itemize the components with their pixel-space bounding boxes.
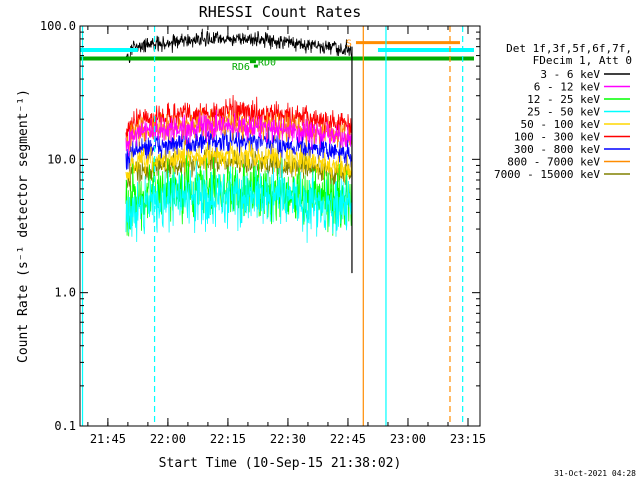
x-tick-label: 22:00 [150,432,186,446]
y-tick-label: 0.1 [54,419,76,433]
legend-label-3: 25 - 50 keV [527,106,600,119]
legend-label-1: 6 - 12 keV [534,81,601,94]
legend-label-5: 100 - 300 keV [514,131,600,144]
x-tick-label: 22:45 [330,432,366,446]
series-line-4 [125,139,353,183]
y-tick-label: 100.0 [40,19,76,33]
legend-label-2: 12 - 25 keV [527,93,600,106]
y-axis-label: Count Rate (s⁻¹ detector segment⁻¹) [16,89,31,363]
flag-label-1: RD6 [232,62,250,73]
series-line-1 [125,109,353,157]
x-tick-label: 23:15 [450,432,486,446]
x-tick-label: 21:45 [90,432,126,446]
series-line-3 [125,157,353,243]
y-tick-label: 1.0 [54,286,76,300]
y-axis: 0.1 1.0 10.0 100.0 [40,19,480,433]
series-layer [125,28,353,243]
legend-label-7: 800 - 7000 keV [507,156,600,169]
series-line-0 [125,28,353,64]
plot-frame [79,25,481,427]
legend-label-6: 300 - 800 keV [514,143,600,156]
x-axis-label: Start Time (10-Sep-15 21:38:02) [159,456,402,471]
overlay-layer: S RD6 RD0 [80,26,474,426]
legend: Det 1f,3f,5f,6f,7f,FDecim 1, Att 03 - 6 … [494,42,632,181]
legend-header: FDecim 1, Att 0 [533,54,632,67]
x-axis: 21:45 22:00 22:15 22:30 22:45 23:00 23:15 [87,26,486,446]
legend-label-0: 3 - 6 keV [540,68,600,81]
series-line-5 [125,94,353,145]
timestamp-label: 31-Oct-2021 04:28 [554,469,636,478]
x-tick-label: 22:30 [270,432,306,446]
flag-label-2: RD0 [258,58,276,69]
y-tick-label: 10.0 [47,152,76,166]
x-tick-label: 22:15 [210,432,246,446]
legend-label-4: 50 - 100 keV [521,118,601,131]
legend-header: Det 1f,3f,5f,6f,7f, [506,42,632,55]
x-tick-label: 23:00 [390,432,426,446]
legend-label-8: 7000 - 15000 keV [494,168,600,181]
flag-label-0: S [346,39,352,50]
series-line-8 [125,149,353,192]
chart-title: RHESSI Count Rates [199,3,362,21]
